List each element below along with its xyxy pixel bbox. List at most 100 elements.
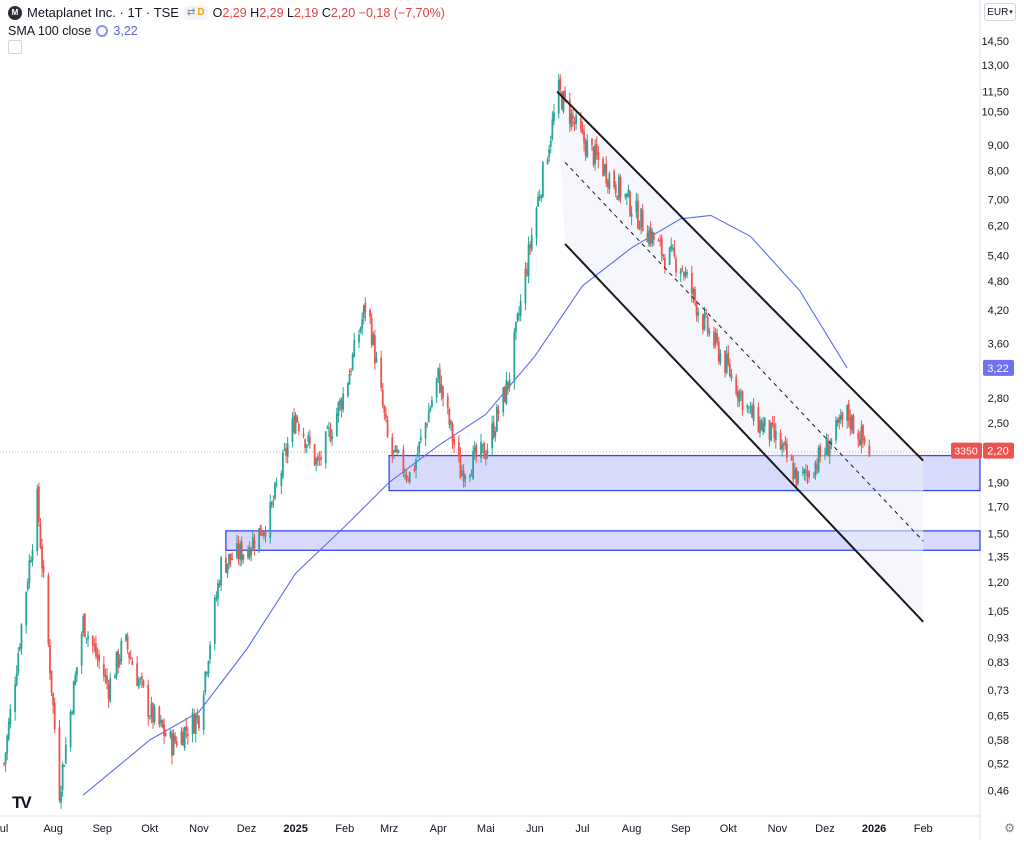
candle-body[interactable] — [147, 684, 150, 718]
candle-body[interactable] — [546, 159, 549, 165]
candle-body[interactable] — [158, 706, 161, 725]
candle-body[interactable] — [172, 734, 175, 756]
candle-body[interactable] — [495, 407, 498, 432]
candle-body[interactable] — [619, 177, 622, 198]
candle-body[interactable] — [106, 675, 108, 683]
candle-body[interactable] — [505, 379, 508, 404]
candle-body[interactable] — [337, 402, 340, 416]
candle-body[interactable] — [280, 473, 283, 486]
candle-body[interactable] — [806, 473, 809, 476]
candle-body[interactable] — [407, 479, 410, 481]
candle-body[interactable] — [779, 432, 782, 450]
candle-body[interactable] — [161, 720, 164, 728]
candle-body[interactable] — [836, 419, 839, 423]
candle-body[interactable] — [730, 374, 733, 379]
candle-body[interactable] — [475, 445, 478, 458]
candle-body[interactable] — [26, 582, 29, 590]
candle-body[interactable] — [762, 423, 765, 433]
candle-body[interactable] — [18, 647, 21, 650]
candle-body[interactable] — [635, 200, 638, 213]
candle-body[interactable] — [560, 92, 563, 110]
candle-body[interactable] — [373, 335, 376, 364]
candle-body[interactable] — [118, 659, 121, 665]
channel-mid-line[interactable] — [564, 162, 924, 542]
candle-body[interactable] — [405, 474, 408, 479]
candle-body[interactable] — [438, 369, 441, 393]
candle-body[interactable] — [725, 354, 728, 373]
candle-body[interactable] — [462, 470, 465, 483]
candle-body[interactable] — [575, 115, 578, 124]
candle-body[interactable] — [679, 270, 682, 274]
candle-body[interactable] — [553, 112, 555, 122]
candle-body[interactable] — [694, 289, 696, 301]
candle-body[interactable] — [448, 409, 451, 425]
candle-body[interactable] — [637, 200, 639, 229]
currency-selector[interactable]: EUR ▾ — [984, 3, 1016, 21]
candle-body[interactable] — [790, 456, 793, 461]
candle-body[interactable] — [557, 80, 560, 114]
candle-body[interactable] — [828, 446, 831, 457]
candle-body[interactable] — [846, 405, 849, 421]
candle-body[interactable] — [148, 717, 151, 719]
candle-body[interactable] — [213, 597, 216, 644]
candle-body[interactable] — [746, 405, 749, 408]
candle-body[interactable] — [340, 400, 343, 410]
price-axis[interactable]: 14,50 13,00 11,50 10,50 9,00 8,00 7,00 6,20 5,40… — [981, 36, 1009, 797]
candle-body[interactable] — [114, 676, 116, 679]
candle-body[interactable] — [226, 563, 229, 574]
candle-body[interactable] — [838, 417, 841, 423]
candle-body[interactable] — [413, 468, 416, 471]
candle-body[interactable] — [686, 272, 688, 275]
candle-body[interactable] — [624, 194, 627, 197]
candle-body[interactable] — [326, 427, 329, 429]
candle-body[interactable] — [318, 458, 321, 460]
candle-body[interactable] — [446, 396, 449, 408]
candle-body[interactable] — [359, 327, 362, 332]
candle-body[interactable] — [684, 271, 687, 277]
candle-body[interactable] — [630, 213, 633, 217]
candle-body[interactable] — [71, 712, 74, 714]
candle-body[interactable] — [140, 676, 143, 680]
candle-body[interactable] — [380, 357, 383, 388]
candle-body[interactable] — [142, 680, 145, 687]
candle-body[interactable] — [824, 454, 826, 456]
candle-body[interactable] — [717, 341, 720, 362]
candle-body[interactable] — [282, 452, 284, 477]
trend-channel[interactable] — [556, 90, 924, 623]
candle-body[interactable] — [638, 226, 641, 230]
candle-body[interactable] — [58, 727, 61, 801]
candle-body[interactable] — [348, 373, 351, 385]
candle-body[interactable] — [627, 189, 630, 196]
candle-body[interactable] — [591, 138, 593, 146]
candle-body[interactable] — [416, 453, 419, 457]
candle-body[interactable] — [771, 422, 774, 425]
candle-body[interactable] — [649, 227, 652, 243]
candle-body[interactable] — [738, 390, 741, 402]
candle-body[interactable] — [805, 470, 807, 473]
candle-body[interactable] — [548, 149, 551, 158]
candle-body[interactable] — [673, 247, 676, 256]
candle-body[interactable] — [572, 115, 574, 119]
candle-body[interactable] — [451, 423, 454, 442]
candle-body[interactable] — [37, 486, 40, 523]
candle-body[interactable] — [786, 443, 788, 458]
candle-body[interactable] — [830, 438, 833, 446]
candle-body[interactable] — [375, 357, 378, 362]
candle-body[interactable] — [839, 415, 842, 421]
candle-body[interactable] — [231, 558, 234, 560]
candle-body[interactable] — [724, 350, 727, 373]
candle-body[interactable] — [396, 449, 398, 453]
candle-body[interactable] — [347, 383, 349, 397]
candles[interactable] — [3, 74, 871, 809]
candle-body[interactable] — [613, 170, 616, 188]
candle-body[interactable] — [740, 392, 742, 394]
candle-body[interactable] — [551, 119, 554, 139]
candle-body[interactable] — [174, 736, 177, 742]
candle-body[interactable] — [768, 420, 771, 440]
candle-body[interactable] — [385, 413, 387, 419]
candle-body[interactable] — [236, 542, 238, 558]
candle-body[interactable] — [60, 791, 62, 803]
candle-body[interactable] — [53, 702, 56, 730]
